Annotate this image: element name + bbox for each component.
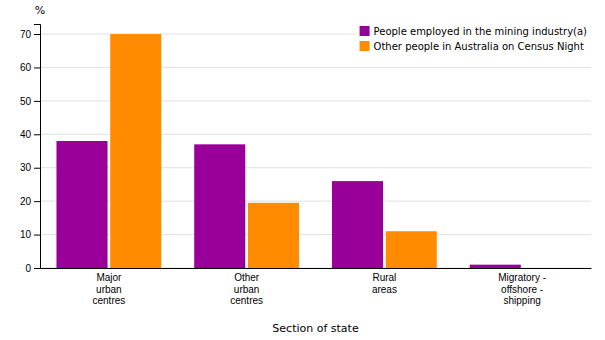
legend-swatch xyxy=(360,41,370,51)
bar xyxy=(386,231,437,268)
y-axis: 0 10 20 30 40 50 60 70 xyxy=(20,25,41,274)
tick: 30 xyxy=(20,162,40,173)
tick: 60 xyxy=(20,62,40,73)
tick-mark xyxy=(34,101,40,102)
grid xyxy=(40,34,591,268)
tick: 20 xyxy=(20,196,40,207)
tick-label: 70 xyxy=(20,29,32,40)
tick-mark xyxy=(34,201,40,202)
legend-swatch xyxy=(360,26,370,36)
x-axis-title: Section of state xyxy=(272,322,359,335)
axis-line xyxy=(34,25,41,269)
tick-label: Migratory -offshore -shipping xyxy=(498,272,546,306)
tick: 50 xyxy=(20,96,40,107)
legend: People employed in the mining industry(a… xyxy=(356,23,591,54)
tick-label: 10 xyxy=(20,229,32,240)
tick: 0 xyxy=(25,263,40,274)
plot-area: 0 10 20 30 40 50 60 70 Majorurbancentres Otherurb… xyxy=(20,25,592,307)
tick-label: 60 xyxy=(20,62,32,73)
tick: 10 xyxy=(20,229,40,240)
legend-item: People employed in the mining industry(a… xyxy=(360,26,588,37)
tick-label: Otherurbancentres xyxy=(230,272,263,306)
tick: 70 xyxy=(20,29,40,40)
tick-label: Ruralareas xyxy=(372,272,397,295)
tick-mark xyxy=(34,134,40,135)
tick-mark xyxy=(34,268,40,269)
tick: 40 xyxy=(20,129,40,140)
tick-label: 0 xyxy=(25,263,31,274)
legend-background xyxy=(356,23,591,54)
tick-label: 40 xyxy=(20,129,32,140)
bar xyxy=(248,203,299,268)
bar xyxy=(56,141,107,268)
tick-label: Majorurbancentres xyxy=(92,272,125,306)
tick-mark xyxy=(34,67,40,68)
tick: Otherurbancentres xyxy=(230,272,263,306)
chart: 0 10 20 30 40 50 60 70 Majorurbancentres Otherurb… xyxy=(0,0,605,340)
tick: Ruralareas xyxy=(372,272,397,295)
tick: Migratory -offshore -shipping xyxy=(498,272,546,306)
tick-label: 30 xyxy=(20,162,32,173)
tick-mark xyxy=(34,235,40,236)
axis-line xyxy=(41,268,592,269)
bar xyxy=(194,144,245,268)
bar xyxy=(470,265,521,268)
legend-item: Other people in Australia on Census Nigh… xyxy=(360,41,584,52)
y-axis-title: % xyxy=(35,4,45,17)
legend-label: People employed in the mining industry(a… xyxy=(374,26,588,37)
tick-label: 20 xyxy=(20,196,32,207)
tick-label: 50 xyxy=(20,96,32,107)
bars xyxy=(56,34,520,268)
tick-mark xyxy=(34,168,40,169)
bar xyxy=(110,34,161,268)
bar xyxy=(332,181,383,268)
tick: Majorurbancentres xyxy=(92,272,125,306)
x-axis: Majorurbancentres Otherurbancentres Rurala… xyxy=(41,269,592,307)
tick-mark xyxy=(34,34,40,35)
legend-label: Other people in Australia on Census Nigh… xyxy=(374,41,584,52)
bar xyxy=(523,268,574,269)
